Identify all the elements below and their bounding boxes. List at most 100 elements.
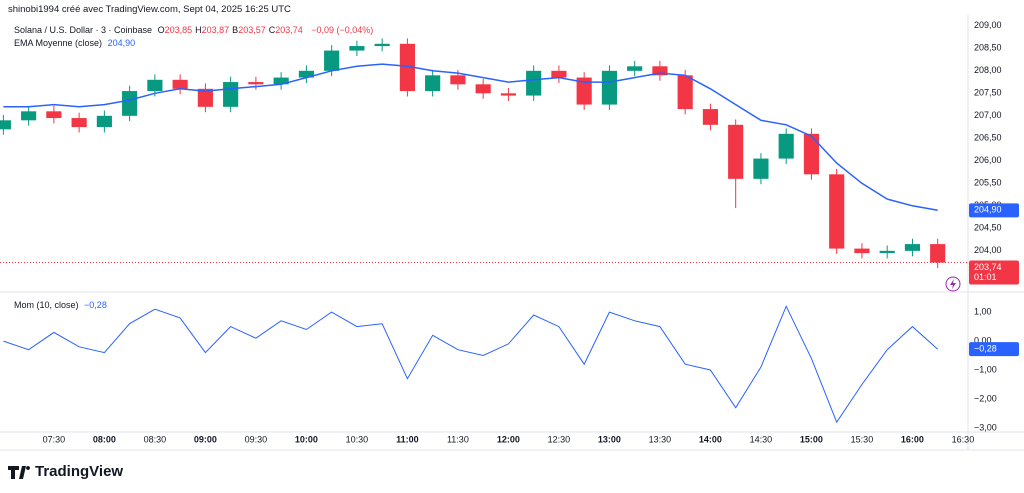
last-price: 203,74 <box>974 262 1002 272</box>
ohlc-label: B <box>232 25 239 35</box>
x-tick-label: 16:30 <box>952 434 975 444</box>
line-series <box>3 63 938 212</box>
ohlc-value: 203,85 <box>164 25 193 35</box>
x-tick-label: 10:30 <box>346 434 369 444</box>
x-tick-label: 14:30 <box>750 434 773 444</box>
candle-body <box>450 75 466 85</box>
y-tick-label: −1,00 <box>974 364 997 374</box>
ema-value: 204,90 <box>107 38 136 48</box>
candle-body <box>854 248 870 254</box>
x-tick-label: 09:00 <box>194 434 217 444</box>
y-tick-label: 1,00 <box>974 306 992 316</box>
candle-body <box>223 82 239 107</box>
candle-body <box>627 66 643 71</box>
logo <box>8 466 31 479</box>
candle-body <box>425 75 441 92</box>
x-tick-label: 13:30 <box>649 434 672 444</box>
candle-body <box>904 244 921 251</box>
y-tick-label: 207,50 <box>974 88 1002 98</box>
candle-body <box>601 70 617 105</box>
mom-badge: −0,28 <box>974 344 997 354</box>
candle-body <box>21 111 37 121</box>
y-tick-label: −3,00 <box>974 422 997 432</box>
candle-body <box>778 133 794 159</box>
y-tick-label: 209,00 <box>974 20 1002 30</box>
y-tick-label: 207,00 <box>974 110 1002 120</box>
candle-body <box>46 111 62 119</box>
ohlc-value: 203,87 <box>201 25 230 35</box>
credit: shinobi1994 créé avec TradingView.com, S… <box>8 4 291 15</box>
last-price-bg <box>969 260 1019 285</box>
x-tick-label: 09:30 <box>245 434 268 444</box>
candle-body <box>273 77 289 85</box>
x-tick-label: 15:00 <box>800 434 823 444</box>
candle-body <box>475 84 491 94</box>
candle-body <box>500 93 516 96</box>
candle-body <box>728 124 744 179</box>
candle-body <box>576 77 592 105</box>
mom-badge-bg <box>969 342 1019 357</box>
x-tick-label: 08:00 <box>93 434 116 444</box>
change: −0,09 (−0,04%) <box>311 25 374 35</box>
candle-body <box>652 66 668 76</box>
candle-body <box>172 79 188 89</box>
candle-body <box>551 70 567 78</box>
y-tick-label: 208,50 <box>974 43 1002 53</box>
candle-body <box>526 70 542 96</box>
ema-badge-bg <box>969 203 1019 218</box>
candle-body <box>0 120 11 130</box>
ohlc-label: O <box>157 25 165 35</box>
candle-body <box>374 43 390 47</box>
x-tick-label: 13:00 <box>598 434 621 444</box>
candle-body <box>753 158 769 179</box>
candle-body <box>349 46 365 51</box>
x-tick-label: 10:00 <box>295 434 318 444</box>
candle-body <box>399 43 415 92</box>
legend-ema: EMA Moyenne (close) 204,90 <box>14 38 138 48</box>
x-tick-label: 08:30 <box>144 434 167 444</box>
candle-body <box>829 174 845 249</box>
x-tick-label: 11:00 <box>396 434 419 444</box>
legend-main: Solana / U.S. Dollar · 3 · Coinbase O203… <box>14 25 376 35</box>
x-tick-label: 12:30 <box>548 434 571 444</box>
y-tick-label: 205,50 <box>974 178 1002 188</box>
candle-body <box>879 250 895 254</box>
ema-name: EMA Moyenne (close) <box>14 38 103 48</box>
symbol: Solana / U.S. Dollar · 3 · Coinbase <box>14 25 153 35</box>
legend-mom: Mom (10, close) −0,28 <box>14 300 110 310</box>
candle-body <box>702 109 719 125</box>
candle-body <box>147 79 163 92</box>
y-tick-label: −2,00 <box>974 393 997 403</box>
x-tick-label: 07:30 <box>43 434 66 444</box>
candle-body <box>298 70 314 78</box>
x-tick-label: 16:00 <box>901 434 924 444</box>
y-tick-label: 206,00 <box>974 155 1002 165</box>
last-price-countdown: 01:01 <box>974 272 997 282</box>
ohlc-label: C <box>268 25 276 35</box>
ohlc-value: 203,74 <box>275 25 303 35</box>
candle-body <box>197 88 213 107</box>
brand: TradingView <box>35 463 123 480</box>
line-series <box>3 305 939 424</box>
x-tick-label: 14:00 <box>699 434 722 444</box>
candle-body <box>677 75 693 110</box>
ohlc: O203,85 H203,87 B203,57 C203,74 <box>158 25 306 35</box>
candle-body <box>71 118 87 128</box>
mom-value: −0,28 <box>84 300 107 310</box>
y-tick-label: 204,00 <box>974 245 1002 255</box>
candle-body <box>803 133 820 175</box>
ohlc-label: H <box>195 25 202 35</box>
y-tick-label: 206,50 <box>974 133 1002 143</box>
y-tick-label: 204,50 <box>974 223 1002 233</box>
candle-body <box>248 82 264 85</box>
alert-bolt <box>950 279 956 289</box>
x-tick-label: 12:00 <box>497 434 520 444</box>
candle-body <box>324 50 340 71</box>
ema-badge: 204,90 <box>974 205 1002 215</box>
candle-body <box>930 244 946 263</box>
candle-body <box>96 115 112 128</box>
y-tick-label: 208,00 <box>974 65 1002 75</box>
candle-body <box>122 91 138 116</box>
